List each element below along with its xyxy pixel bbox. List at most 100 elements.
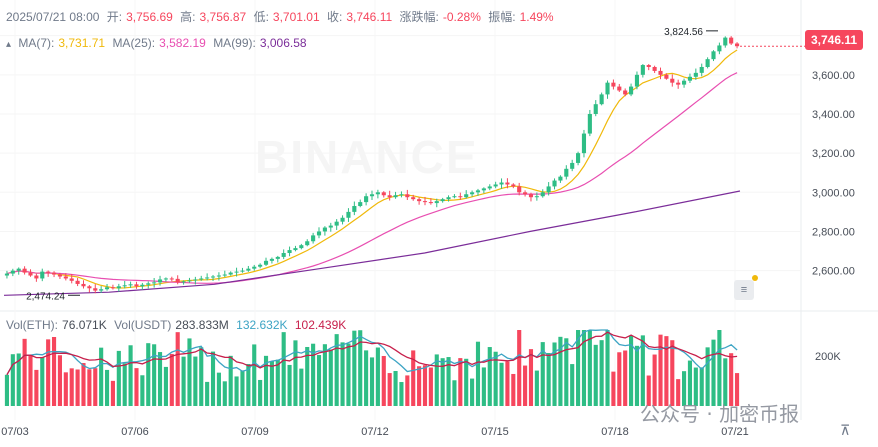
candle-body	[140, 284, 145, 287]
candle-body	[146, 283, 151, 285]
candle-body	[434, 201, 439, 204]
candle-body	[175, 278, 180, 283]
x-tick-label: 07/06	[121, 426, 149, 438]
note-icon[interactable]: ≡	[734, 280, 754, 300]
volume-bar	[110, 380, 115, 406]
candle-body	[334, 221, 339, 226]
volume-bar	[629, 335, 634, 406]
volume-bar	[493, 351, 498, 406]
volume-bar	[75, 369, 80, 406]
volume-bar	[364, 350, 369, 406]
wechat-watermark: 公众号 · 加密币报	[640, 402, 800, 426]
candle-body	[4, 273, 10, 276]
candle-body	[528, 194, 534, 198]
volume-bar	[169, 353, 174, 406]
candle-body	[228, 272, 233, 275]
candle-body	[199, 278, 204, 280]
candle-body	[28, 272, 33, 276]
volume-bar	[152, 344, 157, 406]
volume-bar	[540, 342, 545, 406]
volume-bar	[381, 355, 386, 406]
candle-body	[234, 271, 239, 273]
volume-bar	[316, 355, 322, 406]
candle-body	[729, 37, 734, 44]
volume-legend: Vol(ETH): 76.071K Vol(USDT) 283.833M 132.6…	[6, 318, 350, 332]
candle-body	[116, 286, 121, 289]
volume-bar	[552, 342, 557, 406]
high-value: 3,756.87	[199, 10, 247, 24]
candle-body	[670, 78, 675, 83]
low-label: 低:	[253, 10, 269, 24]
vol-usdt-value: 283.833M	[175, 318, 229, 332]
vol-eth-label: Vol(ETH):	[6, 318, 59, 332]
candle-body	[676, 82, 681, 85]
volume-bar	[146, 343, 151, 406]
volume-bar	[334, 334, 339, 406]
candle-body	[281, 253, 286, 257]
volume-bar	[528, 349, 534, 406]
candle-body	[699, 66, 704, 73]
candle-body	[734, 43, 740, 47]
volume-bar	[617, 352, 622, 406]
candle-body	[375, 192, 380, 195]
candle-body	[687, 76, 693, 81]
high-label: 高:	[180, 10, 196, 24]
auto-scale-icon[interactable]: ⊼	[840, 422, 851, 438]
candle-body	[652, 66, 657, 71]
candle-body	[576, 153, 581, 163]
candle-body	[22, 268, 27, 273]
volume-bar	[475, 341, 481, 406]
candle-body	[499, 182, 504, 185]
candle-body	[546, 186, 551, 193]
candle-body	[57, 274, 62, 277]
volume-bar	[523, 365, 528, 406]
candle-body	[593, 104, 598, 114]
candle-body	[110, 287, 115, 289]
candle-body	[316, 231, 322, 236]
volume-bar	[658, 334, 663, 406]
candle-body	[446, 197, 451, 200]
candle-body	[605, 82, 610, 95]
candle-body	[93, 288, 98, 291]
volume-bar	[593, 344, 598, 406]
high-annotation: 3,824.56	[664, 27, 703, 38]
x-tick-label: 07/03	[1, 426, 29, 438]
volume-bar	[128, 345, 133, 406]
volume-bar	[605, 330, 610, 406]
candle-body	[10, 270, 15, 274]
volume-bar	[140, 375, 145, 406]
candle-body	[682, 80, 687, 85]
volume-bar	[646, 375, 651, 406]
candle-body	[534, 196, 539, 198]
candle-body	[157, 279, 163, 283]
ohlc-header: 2025/07/21 08:00 开: 3,756.69 高: 3,756.87 低…	[6, 8, 558, 25]
volume-bar	[717, 330, 722, 406]
candle-body	[134, 284, 139, 287]
candle-body	[487, 186, 492, 189]
ma-legend: ▴ MA(7): 3,731.71 MA(25): 3,582.19 MA(99):…	[6, 36, 307, 50]
volume-bar	[534, 370, 539, 406]
candle-body	[517, 186, 522, 193]
candle-body	[570, 162, 575, 169]
volume-bar	[546, 352, 551, 406]
candle-body	[611, 82, 616, 87]
change-label: 涨跌幅:	[399, 10, 439, 24]
volume-bar	[576, 330, 581, 406]
candle-body	[163, 278, 168, 280]
vol-usdt-label: Vol(USDT)	[114, 318, 172, 332]
candle-body	[293, 248, 298, 251]
volume-bar	[293, 340, 298, 406]
volume-ma2-line	[6, 331, 738, 376]
volume-bar	[258, 379, 263, 406]
candle-body	[40, 271, 45, 279]
volume-bar	[411, 350, 416, 406]
volume-bar	[340, 342, 345, 406]
volume-bar	[711, 339, 716, 406]
candle-body	[311, 235, 316, 242]
vol-ma1-value: 132.632K	[236, 318, 288, 332]
volume-bar	[387, 373, 392, 406]
volume-bar	[210, 351, 216, 406]
volume-bar	[517, 330, 522, 406]
volume-bar	[240, 370, 245, 406]
